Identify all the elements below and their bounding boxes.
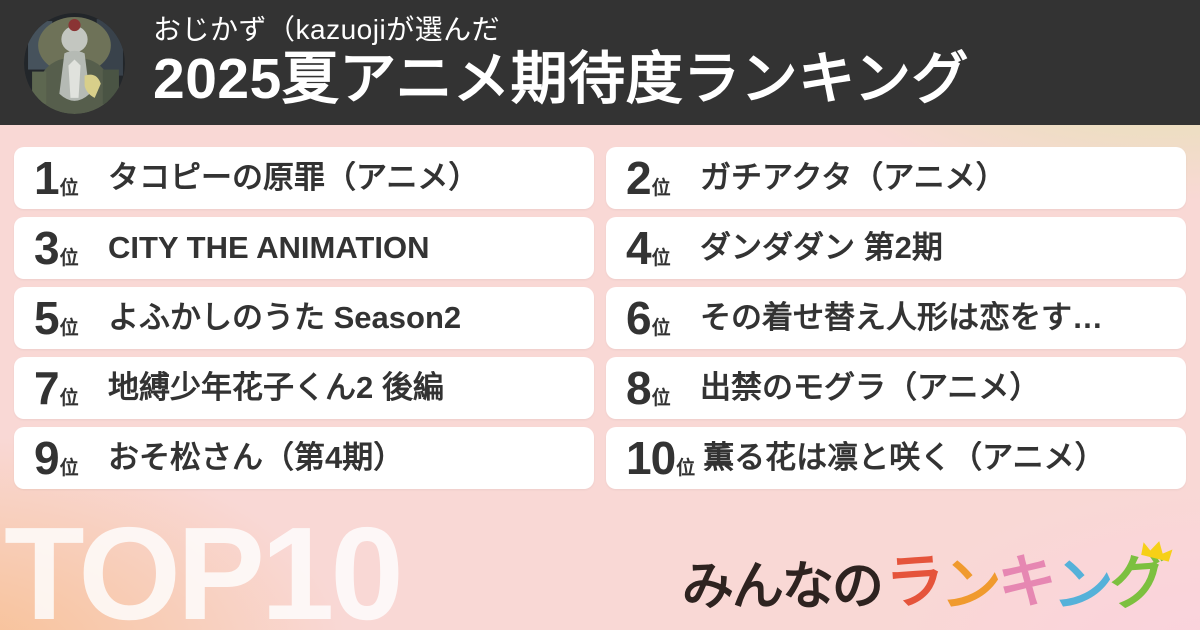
rank-number: 10 <box>626 432 676 484</box>
rank-number: 2 <box>626 152 652 204</box>
ranking-card: 1 位 タコピーの原罪（アニメ） <box>14 147 594 209</box>
rank-suffix: 位 <box>651 178 671 199</box>
rank-number: 1 <box>34 152 60 204</box>
rank-number: 3 <box>34 222 60 274</box>
top10-watermark: TOP10 <box>4 500 404 630</box>
rank-suffix: 位 <box>59 318 79 339</box>
rank-suffix: 位 <box>651 318 671 339</box>
ranking-card: 2 位 ガチアクタ（アニメ） <box>606 147 1186 209</box>
rank-number: 6 <box>626 292 652 344</box>
rank-suffix: 位 <box>59 458 79 479</box>
rank-badge: 7 位 <box>34 365 100 411</box>
item-title: ガチアクタ（アニメ） <box>700 160 1007 195</box>
rank-number: 7 <box>34 362 60 414</box>
ranking-title: 2025夏アニメ期待度ランキング <box>153 47 969 112</box>
item-title: CITY THE ANIMATION <box>108 230 430 265</box>
ranking-card: 7 位 地縛少年花子くん2 後編 <box>14 357 594 419</box>
ranking-card: 5 位 よふかしのうた Season2 <box>14 287 594 349</box>
header-text: おじかず（kazuojiが選んだ 2025夏アニメ期待度ランキング <box>153 14 969 111</box>
rank-badge: 3 位 <box>34 225 100 271</box>
rank-suffix: 位 <box>59 248 79 269</box>
logo-letter: ン <box>939 550 1001 622</box>
logo-letter: ラ <box>883 547 944 617</box>
ranking-card: 4 位 ダンダダン 第2期 <box>606 217 1186 279</box>
rank-number: 8 <box>626 362 652 414</box>
ranking-grid: 1 位 タコピーの原罪（アニメ） 2 位 ガチアクタ（アニメ） 3 位 CITY… <box>14 147 1186 489</box>
logo-colored-letters: ランキング <box>884 541 1173 621</box>
ranking-author-subtitle: おじかず（kazuojiが選んだ <box>153 14 501 46</box>
minna-no-ranking-logo: みんなの ランキング <box>681 541 1173 621</box>
ranking-card: 8 位 出禁のモグラ（アニメ） <box>606 357 1186 419</box>
logo-letter: キ <box>995 547 1057 617</box>
rank-suffix: 位 <box>651 248 671 269</box>
item-title: ダンダダン 第2期 <box>700 230 943 265</box>
ranking-card: 6 位 その着せ替え人形は恋をす… <box>606 287 1186 349</box>
item-title: タコピーの原罪（アニメ） <box>108 160 480 195</box>
logo-letter: ン <box>1051 550 1113 622</box>
item-title: おそ松さん（第4期） <box>108 440 405 475</box>
rank-badge: 9 位 <box>34 435 100 481</box>
header: おじかず（kazuojiが選んだ 2025夏アニメ期待度ランキング <box>0 0 1200 125</box>
logo-prefix: みんなの <box>681 558 884 616</box>
avatar-image-icon <box>24 13 125 114</box>
rank-suffix: 位 <box>59 388 79 409</box>
rank-suffix: 位 <box>676 458 696 479</box>
ranking-card: 3 位 CITY THE ANIMATION <box>14 217 594 279</box>
crown-icon <box>1141 541 1173 562</box>
rank-number: 4 <box>626 222 652 274</box>
rank-badge: 8 位 <box>626 365 692 411</box>
rank-badge: 6 位 <box>626 295 692 341</box>
rank-number: 9 <box>34 432 60 484</box>
ranking-card: 10 位 薫る花は凛と咲く（アニメ） <box>606 427 1186 489</box>
item-title: 出禁のモグラ（アニメ） <box>700 370 1041 405</box>
rank-badge: 2 位 <box>626 155 692 201</box>
ranking-card: 9 位 おそ松さん（第4期） <box>14 427 594 489</box>
item-title: 薫る花は凛と咲く（アニメ） <box>703 440 1106 475</box>
rank-number: 5 <box>34 292 60 344</box>
item-title: よふかしのうた Season2 <box>108 300 462 335</box>
rank-suffix: 位 <box>59 178 79 199</box>
avatar <box>24 13 125 114</box>
rank-suffix: 位 <box>651 388 671 409</box>
rank-badge: 4 位 <box>626 225 692 271</box>
rank-badge: 10 位 <box>626 435 695 481</box>
item-title: その着せ替え人形は恋をす… <box>700 300 1103 335</box>
rank-badge: 1 位 <box>34 155 100 201</box>
item-title: 地縛少年花子くん2 後編 <box>108 370 444 405</box>
rank-badge: 5 位 <box>34 295 100 341</box>
